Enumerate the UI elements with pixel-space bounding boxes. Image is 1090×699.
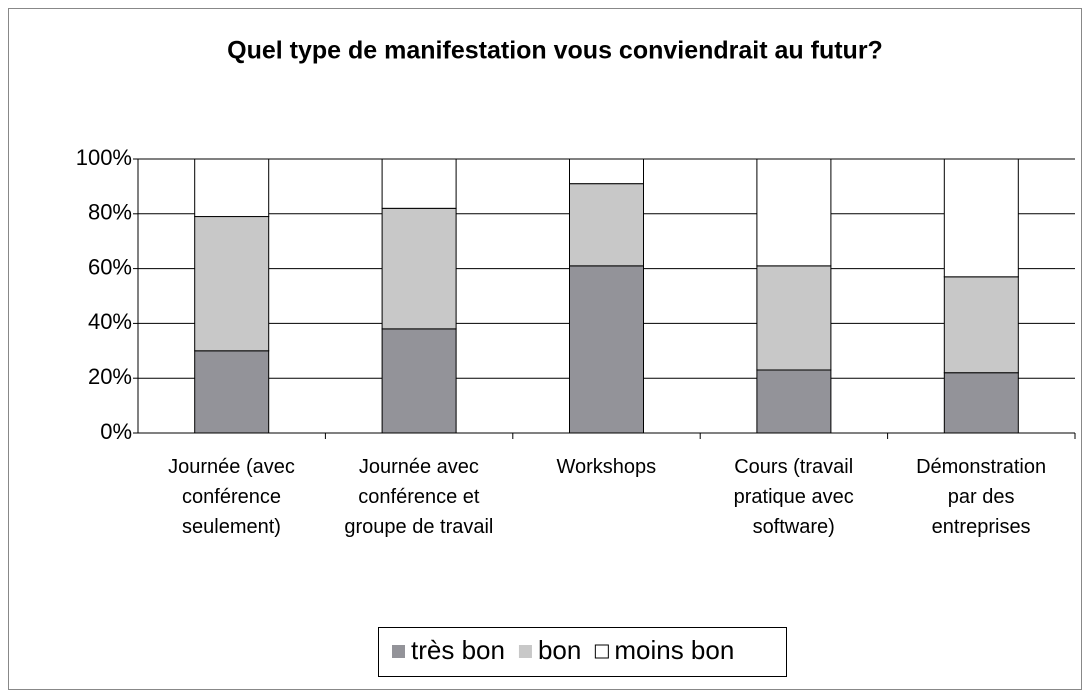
bar-segment bbox=[381, 207, 457, 330]
y-tick-label: 40% bbox=[88, 309, 132, 334]
bar-segment bbox=[943, 276, 1019, 374]
x-tick-label: Journée avec conférence et groupe de tra… bbox=[344, 456, 494, 538]
legend-swatch bbox=[518, 645, 532, 658]
bar-segment bbox=[194, 350, 270, 434]
x-tick-label: Cours (travail pratique avec software) bbox=[733, 456, 854, 538]
bar-segment bbox=[381, 328, 457, 434]
legend-swatch bbox=[392, 645, 405, 658]
legend-box bbox=[378, 627, 787, 677]
x-tick-label: Workshops bbox=[556, 456, 657, 478]
bar-segment bbox=[756, 369, 832, 434]
bar-segment bbox=[756, 265, 832, 371]
legend-label: très bon bbox=[411, 635, 505, 665]
bar-segment bbox=[381, 158, 457, 209]
legend-swatch bbox=[594, 644, 609, 659]
y-tick-label: 80% bbox=[88, 200, 132, 225]
legend-label: bon bbox=[538, 635, 581, 665]
chart-border bbox=[8, 8, 1082, 690]
y-tick-label: 100% bbox=[76, 145, 132, 170]
bar-segment bbox=[756, 158, 832, 267]
y-tick-label: 60% bbox=[88, 254, 132, 279]
legend-label: moins bon bbox=[614, 635, 734, 665]
bar-segment bbox=[194, 216, 270, 352]
bar-segment bbox=[569, 158, 644, 185]
bar-segment bbox=[569, 265, 644, 434]
bar-segment bbox=[943, 158, 1019, 278]
chart-title: Quel type de manifestation vous conviend… bbox=[227, 37, 883, 65]
bar-segment bbox=[943, 372, 1019, 434]
bar-segment bbox=[194, 158, 270, 218]
x-tick-label: Démonstration par des entreprises bbox=[916, 456, 1047, 538]
y-tick-label: 20% bbox=[88, 364, 132, 389]
bar-segment bbox=[569, 183, 644, 267]
y-tick-label: 0% bbox=[100, 419, 132, 444]
x-tick-label: Journée (avec conférence seulement) bbox=[168, 456, 295, 538]
